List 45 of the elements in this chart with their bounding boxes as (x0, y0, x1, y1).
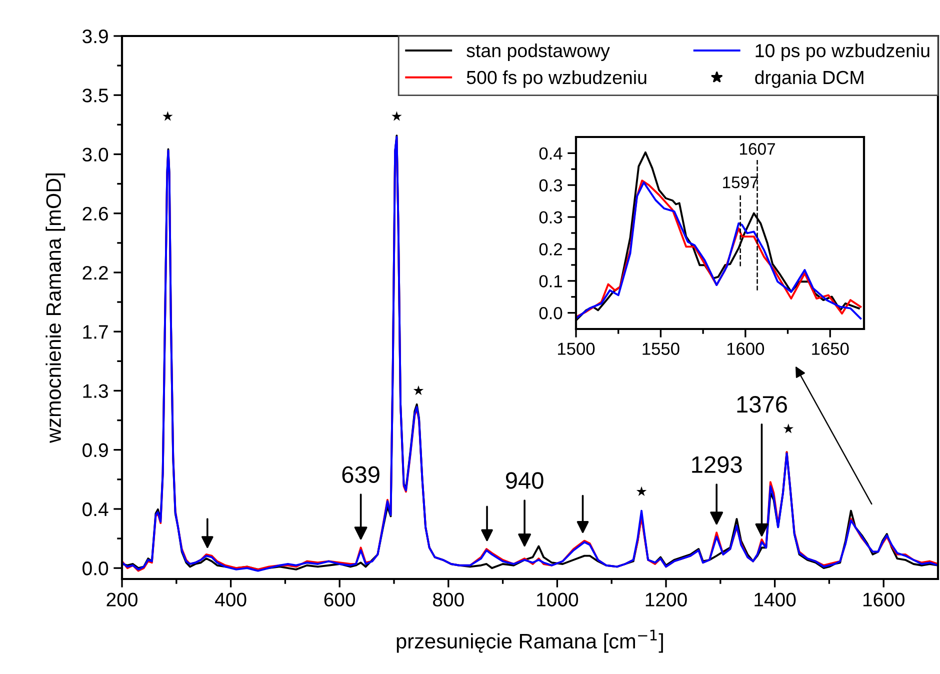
y-tick-label: 1.7 (83, 325, 108, 339)
legend-label: drgania DCM (755, 70, 864, 88)
point (392, 111, 402, 121)
legend-label: stan podstawowy (466, 44, 610, 61)
annotation: 639 (342, 466, 380, 483)
y-tick-label: 0.3 (539, 179, 562, 192)
ref-line-label: 1607 (740, 143, 775, 155)
point (162, 111, 173, 121)
y-axis-title: wzmocnienie Ramana [mOD] (46, 174, 66, 443)
x-tick-label: 200 (106, 592, 138, 606)
y-tick-label: 0.4 (82, 502, 108, 516)
x-tick-label: 1400 (754, 592, 796, 606)
y-tick-label: 2.2 (82, 266, 108, 280)
y-tick-label: 0.4 (539, 147, 562, 160)
x-tick-label: 1200 (646, 592, 687, 606)
x-axis-title: przesunięcie Ramana [cm$^{−1}$] (396, 630, 663, 653)
y-tick-label: 2.6 (82, 206, 108, 221)
x-tick-label: 1550 (642, 342, 680, 355)
x-tick-label: 1500 (558, 342, 595, 355)
x-tick-label: 1600 (727, 342, 764, 355)
annotation: 1376 (737, 396, 787, 413)
x-tick-label: 1000 (537, 592, 578, 606)
x-tick-label: 800 (433, 592, 464, 606)
y-tick-label: 0.0 (82, 562, 108, 576)
y-tick-label: 3.9 (82, 29, 108, 44)
point (783, 424, 794, 434)
legend-label: 10 ps po wzbudzeniu (756, 44, 930, 61)
x-tick-label: 1600 (863, 592, 904, 606)
y-tick-label: 0.2 (539, 243, 562, 256)
legend-label: 500 fs po wzbudzeniu (466, 70, 646, 88)
y-tick-label: 0.9 (82, 443, 108, 458)
y-tick-label: 0.1 (539, 275, 562, 288)
point (636, 486, 647, 496)
annotation: 1293 (692, 456, 742, 473)
x-tick-label: 1650 (812, 342, 849, 355)
y-tick-label: 0.3 (539, 211, 562, 224)
y-tick-label: 0.0 (539, 307, 562, 320)
y-tick-label: 3.5 (82, 88, 108, 102)
y-tick-label: 1.3 (83, 384, 108, 398)
point (413, 385, 424, 396)
x-tick-label: 400 (215, 592, 246, 606)
ref-line-label: 1597 (723, 176, 758, 188)
y-tick-label: 3.0 (82, 148, 108, 162)
x-tick-label: 600 (324, 592, 356, 606)
annotation: 940 (506, 472, 544, 489)
